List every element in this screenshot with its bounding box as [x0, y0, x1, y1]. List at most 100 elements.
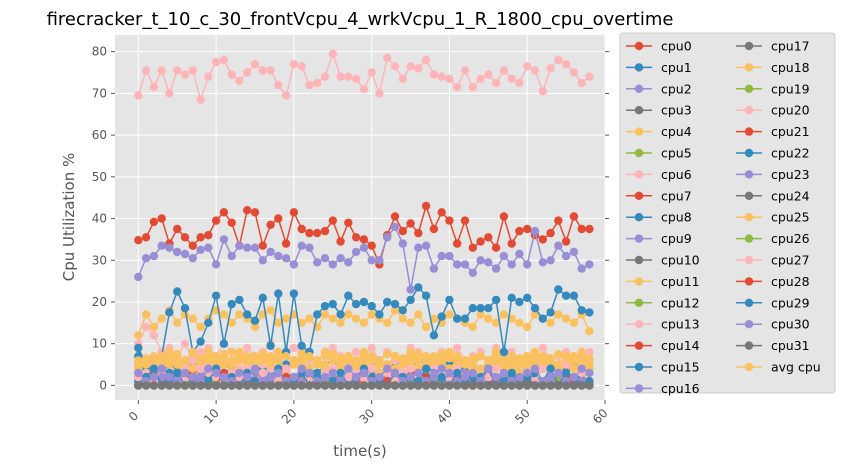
data-point [507, 74, 516, 84]
data-point [258, 349, 267, 359]
data-point [445, 381, 454, 390]
data-point [188, 347, 197, 357]
data-point [429, 381, 439, 390]
data-point [561, 314, 571, 323]
data-point [359, 235, 369, 244]
data-point [328, 49, 337, 58]
legend-item: cpu23 [736, 167, 810, 182]
data-point [243, 206, 252, 215]
data-point [367, 343, 376, 353]
data-point [437, 381, 446, 390]
data-point [227, 70, 236, 79]
legend-label: cpu25 [771, 210, 810, 225]
data-point [336, 254, 345, 263]
legend-marker [634, 63, 644, 72]
data-point [157, 214, 166, 223]
legend-label: cpu10 [661, 253, 700, 268]
data-point [243, 243, 252, 252]
legend-label: cpu3 [661, 103, 692, 118]
data-point [484, 372, 493, 382]
data-point [173, 368, 182, 378]
data-point [429, 224, 439, 234]
legend-marker [634, 320, 644, 329]
data-point [134, 343, 143, 353]
legend-label: cpu11 [661, 274, 700, 289]
x-tick-label: 50 [512, 406, 533, 427]
data-point [499, 251, 509, 261]
data-point [569, 364, 579, 373]
data-point [297, 341, 306, 350]
data-point [507, 368, 516, 378]
legend-marker [634, 127, 644, 136]
legend-marker [744, 213, 754, 222]
data-point [344, 72, 353, 81]
legend-item: cpu16 [626, 381, 700, 396]
data-point [390, 212, 400, 221]
data-point [196, 337, 205, 346]
data-point [453, 239, 462, 248]
data-point [359, 243, 369, 252]
data-point [437, 364, 446, 373]
data-point [383, 297, 392, 307]
legend-marker [634, 255, 644, 265]
data-point [266, 352, 275, 361]
data-point [336, 72, 345, 81]
data-point [468, 82, 477, 92]
data-point [530, 304, 540, 313]
data-point [258, 381, 267, 390]
data-point [460, 216, 470, 225]
data-point [476, 310, 485, 319]
data-point [577, 78, 586, 88]
data-point [476, 74, 485, 84]
data-point [204, 243, 213, 252]
data-point [585, 381, 594, 390]
data-point [460, 381, 470, 390]
data-point [383, 53, 392, 63]
data-point [390, 368, 400, 378]
data-point [320, 72, 330, 81]
data-point [523, 224, 532, 234]
data-point [453, 343, 462, 353]
data-point [398, 226, 407, 236]
data-point [328, 368, 337, 378]
legend-item: cpu9 [626, 231, 692, 246]
data-point [258, 368, 267, 378]
data-point [235, 310, 244, 319]
data-point [188, 381, 197, 390]
legend-label: cpu27 [771, 253, 810, 268]
data-point [274, 381, 283, 390]
data-point [336, 354, 345, 363]
data-point [569, 247, 579, 257]
x-tick-label: 0 [126, 409, 141, 424]
data-point [227, 381, 236, 390]
data-point [421, 241, 431, 250]
data-point [297, 318, 306, 327]
data-point [235, 241, 244, 250]
x-tick-label: 40 [434, 406, 455, 427]
data-point [367, 301, 376, 311]
series-layer [134, 49, 594, 390]
data-point [445, 216, 454, 225]
data-point [499, 356, 509, 365]
data-point [188, 314, 197, 323]
data-point [406, 295, 415, 305]
data-point [359, 318, 369, 327]
data-point [141, 233, 151, 242]
data-point [499, 212, 509, 221]
chart-title: firecracker_t_10_c_30_frontVcpu_4_wrkVcp… [47, 9, 674, 30]
data-point [375, 356, 384, 365]
data-point [188, 66, 197, 75]
data-point [421, 201, 431, 211]
data-point [507, 381, 516, 390]
data-point [406, 285, 415, 294]
data-point [367, 354, 376, 363]
data-point [227, 251, 236, 261]
legend-marker [744, 170, 754, 179]
data-point [585, 368, 594, 378]
data-point [484, 70, 493, 79]
data-point [219, 339, 229, 348]
legend-label: cpu31 [771, 338, 810, 353]
data-point [484, 304, 493, 313]
data-point [180, 304, 190, 313]
data-point [149, 364, 159, 373]
